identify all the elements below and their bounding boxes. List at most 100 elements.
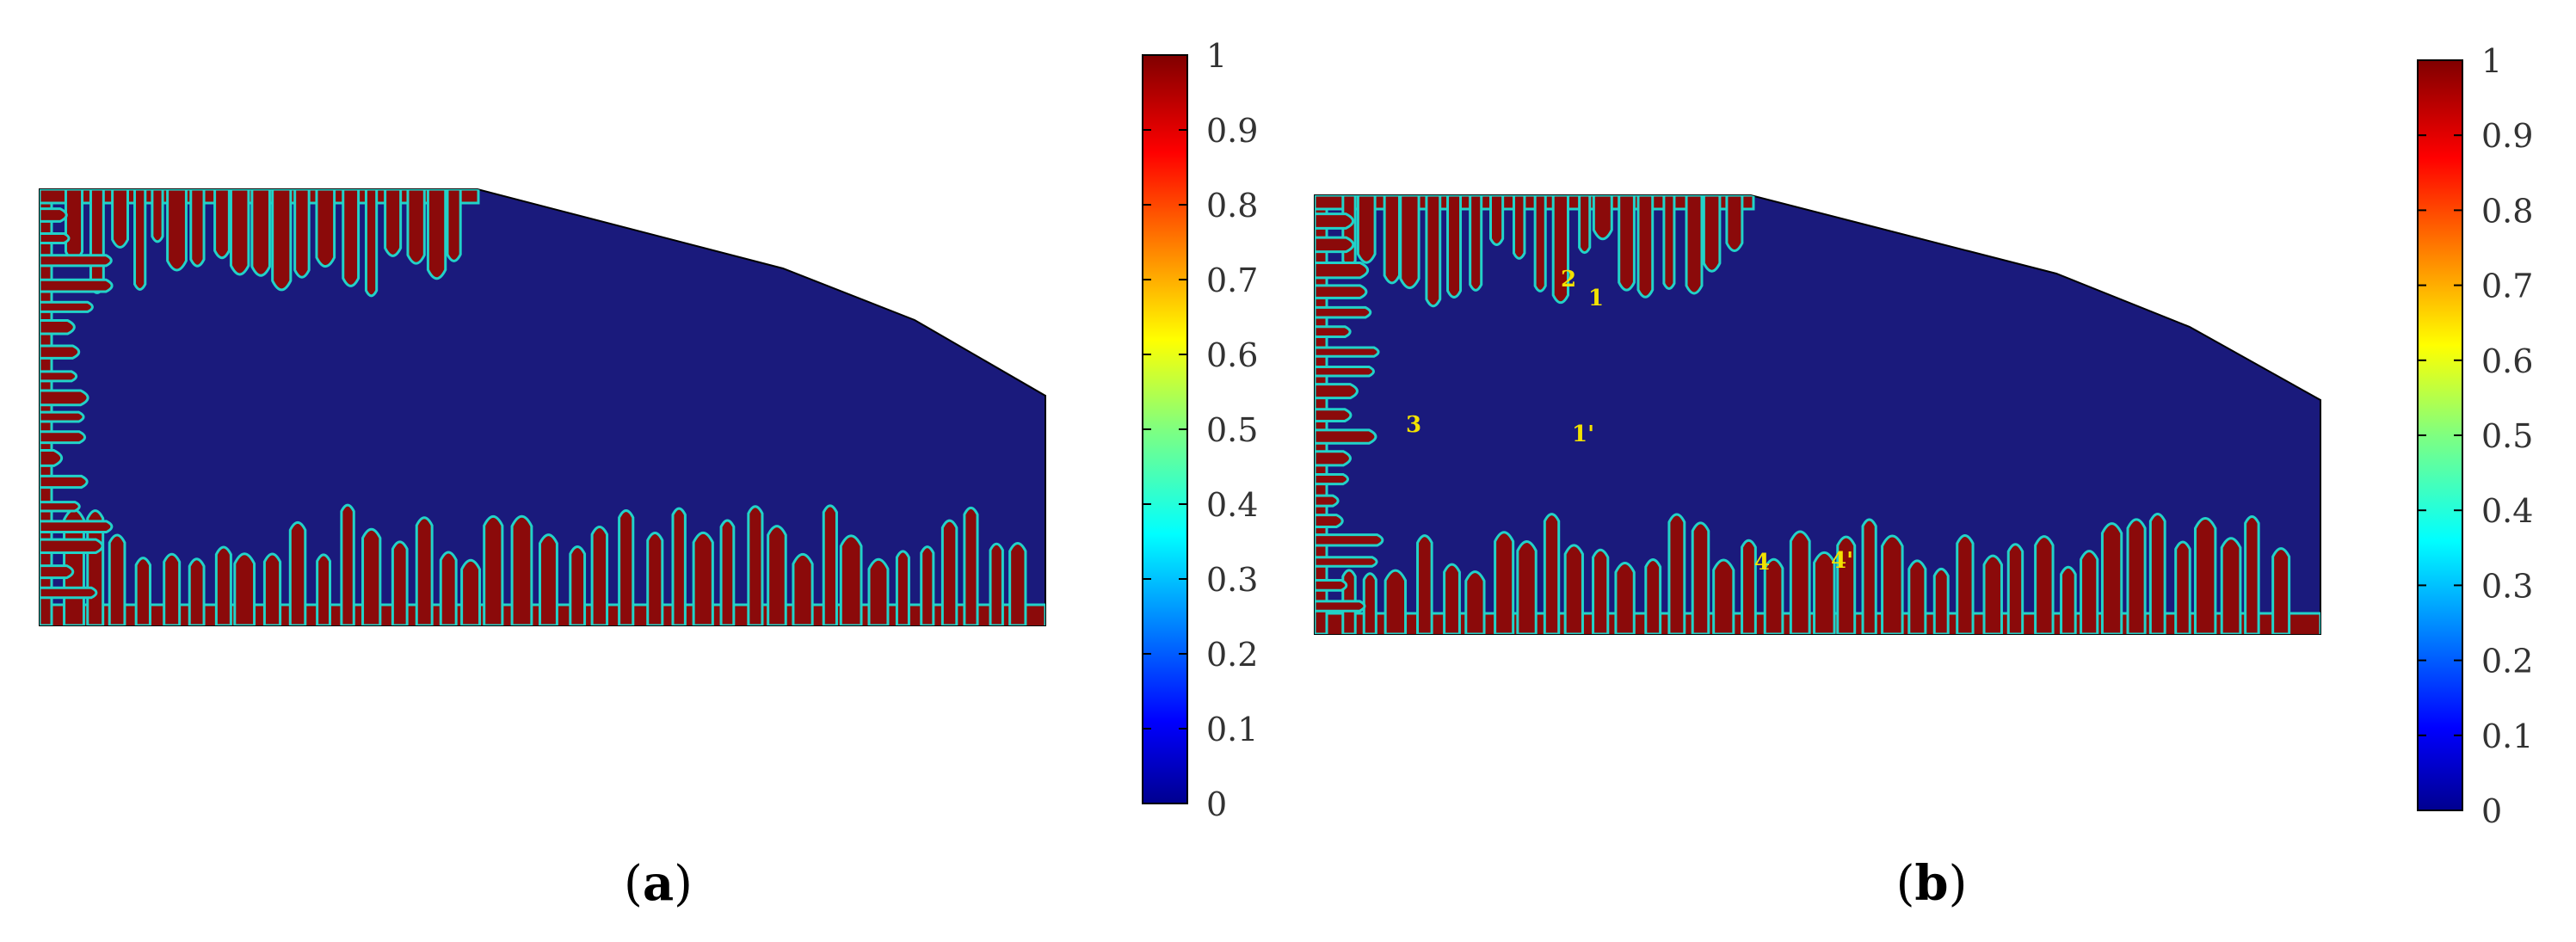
finger xyxy=(391,540,409,625)
finger xyxy=(293,189,311,279)
finger xyxy=(40,564,75,580)
finger xyxy=(250,189,271,277)
finger xyxy=(940,519,958,625)
panel-b-letter: b xyxy=(1914,855,1948,912)
colorbar-tick-label: 0.2 xyxy=(2481,643,2533,680)
finger xyxy=(2006,543,2024,634)
finger xyxy=(1685,195,1704,295)
finger xyxy=(133,189,147,291)
finger xyxy=(213,189,231,260)
finger xyxy=(2193,517,2217,634)
finger xyxy=(364,189,379,298)
finger xyxy=(1464,570,1486,634)
colorbar-tick-label: 0.1 xyxy=(1206,711,1258,748)
finger xyxy=(1551,195,1569,305)
finger xyxy=(2080,550,2099,634)
colorbar-tick-label: 0 xyxy=(1206,785,1227,823)
finger xyxy=(747,505,764,625)
colorbar-tick-label: 0 xyxy=(2481,792,2502,830)
finger xyxy=(233,552,256,625)
finger xyxy=(406,189,426,265)
finger xyxy=(40,254,113,268)
finger xyxy=(111,189,130,249)
panel-b: 2 1 3 1' 4 4' 1 0.9 0.8 0.7 0.6 0.5 0.4 0.3 0.2 0… xyxy=(1314,42,2533,912)
finger xyxy=(1644,558,1662,634)
finger xyxy=(792,552,814,625)
finger xyxy=(40,232,71,244)
annotation-3: 3 xyxy=(1406,412,1421,438)
colorbar-tick-label: 0.6 xyxy=(2481,342,2533,380)
finger xyxy=(1315,579,1348,592)
finger xyxy=(1383,195,1401,285)
finger xyxy=(229,189,250,276)
finger xyxy=(2244,514,2260,634)
finger xyxy=(40,501,81,513)
annotation-4-prime: 4' xyxy=(1831,548,1853,574)
finger xyxy=(189,189,206,268)
finger xyxy=(1315,514,1344,529)
finger xyxy=(1315,556,1378,568)
colorbar-tick-label: 0.4 xyxy=(1206,486,1258,524)
finger xyxy=(1636,195,1655,299)
finger xyxy=(2220,537,2242,634)
finger xyxy=(316,553,331,625)
finger xyxy=(1512,195,1526,260)
finger xyxy=(1578,195,1592,255)
finger xyxy=(40,474,89,489)
finger xyxy=(446,189,462,262)
panel-b-label: (b) xyxy=(1896,855,1968,912)
finger xyxy=(1563,544,1584,634)
annotation-1-prime: 1' xyxy=(1572,422,1594,447)
finger xyxy=(40,430,87,445)
finger xyxy=(262,552,282,625)
finger xyxy=(1315,472,1350,486)
finger xyxy=(2148,512,2166,634)
finger xyxy=(415,516,434,625)
finger xyxy=(1469,195,1483,292)
finger xyxy=(340,503,355,625)
colorbar-tick-label: 0.5 xyxy=(1206,411,1258,449)
finger xyxy=(384,189,403,257)
finger xyxy=(40,370,78,383)
finger xyxy=(1813,551,1836,634)
finger xyxy=(590,526,609,625)
finger xyxy=(2174,540,2191,634)
finger xyxy=(64,189,84,262)
finger xyxy=(1592,548,1610,634)
finger xyxy=(1667,513,1686,634)
finger xyxy=(40,344,81,360)
finger xyxy=(40,207,68,223)
panel-a-label: (a) xyxy=(624,855,693,912)
finger xyxy=(1932,567,1950,634)
finger xyxy=(1315,533,1384,547)
finger xyxy=(2060,565,2077,634)
finger xyxy=(1315,600,1366,613)
finger xyxy=(342,189,361,287)
colorbar-tick-label: 0.8 xyxy=(2481,192,2533,230)
panel-b-colorbar: 1 0.9 0.8 0.7 0.6 0.5 0.4 0.3 0.2 0.1 0 xyxy=(2417,42,2533,830)
colorbar-tick-label: 0.4 xyxy=(2481,492,2533,530)
finger xyxy=(2126,518,2147,634)
finger xyxy=(646,532,664,625)
finger xyxy=(1315,262,1370,280)
colorbar-tick-label: 0.3 xyxy=(1206,561,1258,599)
finger xyxy=(1356,195,1377,264)
colorbar-tick-label: 0.7 xyxy=(2481,268,2533,305)
finger xyxy=(1008,542,1027,625)
finger xyxy=(1489,195,1505,246)
finger xyxy=(188,557,206,625)
finger xyxy=(1315,383,1359,400)
finger xyxy=(963,506,979,625)
panel-a-letter: a xyxy=(643,855,674,912)
colorbar-tick-label: 0.8 xyxy=(1206,187,1258,225)
finger xyxy=(166,189,188,272)
finger xyxy=(1516,540,1538,634)
finger xyxy=(1446,195,1463,299)
finger xyxy=(1533,195,1547,292)
finger xyxy=(822,504,838,625)
finger xyxy=(1763,557,1784,634)
annotation-1: 1 xyxy=(1588,286,1604,311)
finger xyxy=(1982,554,2003,634)
annotation-4: 4 xyxy=(1754,550,1770,576)
